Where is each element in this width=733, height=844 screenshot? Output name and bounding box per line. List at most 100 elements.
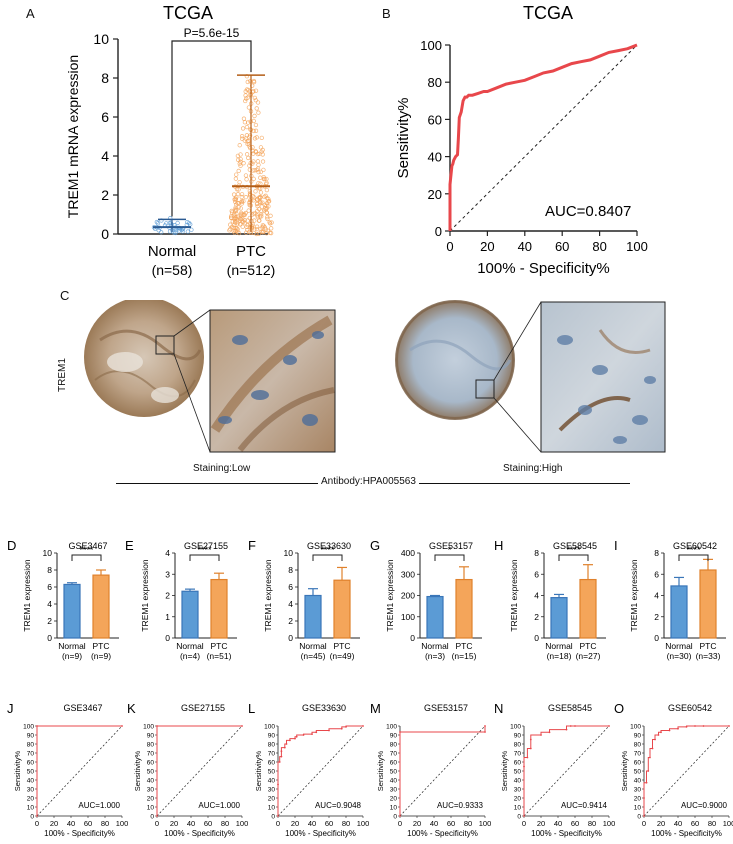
ptc-point <box>239 199 244 205</box>
roc-y-tick-label: 50 <box>390 769 398 776</box>
roc-point <box>574 725 576 727</box>
roc-auc: AUC=0.9000 <box>681 801 728 810</box>
ptc-bar <box>92 574 110 639</box>
panel-h-title: GSE58545 <box>553 541 597 551</box>
ptc-point <box>238 222 243 227</box>
ptc-point <box>245 227 250 233</box>
roc-y-tick-label: 80 <box>27 742 35 749</box>
bar-y-tick-label: 10 <box>284 548 294 558</box>
panel-a-category-label: PTC <box>236 243 266 260</box>
roc-y-tick-label: 70 <box>27 751 35 758</box>
roc-y-tick-label: 20 <box>147 796 155 803</box>
roc-x-tick-label: 0 <box>276 819 280 828</box>
panel-b-auc: AUC=0.8407 <box>545 203 631 220</box>
ptc-point <box>244 152 250 157</box>
ptc-bar <box>333 579 351 639</box>
roc-point <box>340 727 343 730</box>
roc-x-tick-label: 60 <box>447 819 455 828</box>
bar-n-label: (n=33) <box>696 651 721 661</box>
ptc-point <box>238 157 243 162</box>
ptc-point <box>244 177 249 182</box>
roc-y-tick-label: 60 <box>147 760 155 767</box>
roc-y-tick-label: 100 <box>23 724 34 731</box>
panel-m-title: GSE53157 <box>424 703 468 713</box>
roc-x-tick-label: 0 <box>522 819 526 828</box>
sig-stars: **** <box>320 545 335 555</box>
ptc-point <box>257 151 262 156</box>
roc-auc: AUC=1.000 <box>198 801 240 810</box>
roc-y-tick-label: 80 <box>514 742 522 749</box>
bar-category-label: Normal <box>421 641 449 651</box>
ptc-point <box>252 218 257 223</box>
panel-a-y-label: TREM1 mRNA expression <box>65 55 81 218</box>
ptc-point <box>258 190 264 195</box>
bar-n-label: (n=18) <box>547 651 572 661</box>
ptc-point <box>245 218 250 223</box>
ptc-point <box>262 194 267 199</box>
bar-n-label: (n=30) <box>667 651 692 661</box>
ptc-point <box>260 159 266 164</box>
bar-y-tick-label: 400 <box>401 548 415 558</box>
ptc-point <box>246 155 251 161</box>
bar-y-tick-label: 6 <box>534 569 539 579</box>
roc-curve <box>399 726 486 816</box>
ptc-point <box>240 126 246 131</box>
ptc-point <box>255 197 260 202</box>
ptc-point <box>232 197 237 202</box>
roc-x-tick-label: 100 <box>479 819 492 828</box>
panel-a-category-label: Normal <box>148 243 196 260</box>
panel-a-y-tick-label: 2 <box>101 187 109 203</box>
ptc-point <box>235 191 241 197</box>
roc-point <box>280 750 283 753</box>
ptc-point <box>235 157 241 163</box>
panel-a-n-label: (n=512) <box>227 262 276 278</box>
panel-a-n-label: (n=58) <box>152 262 193 278</box>
bar-y-tick-label: 100 <box>401 612 415 622</box>
roc-y-tick-label: 20 <box>514 796 522 803</box>
normal-bar <box>304 594 322 639</box>
roc-point <box>484 731 486 733</box>
roc-point <box>651 747 654 750</box>
roc-y-tick-label: 80 <box>268 742 276 749</box>
roc-x-tick-label: 0 <box>155 819 159 828</box>
panel-letter-h: H <box>494 538 503 553</box>
normal-bar <box>426 595 444 639</box>
roc-y-tick-label: 10 <box>268 805 276 812</box>
panel-b-y-tick-label: 80 <box>428 75 442 90</box>
roc-x-label: 100% - Specificity% <box>164 829 235 838</box>
roc-x-tick-label: 40 <box>430 819 438 828</box>
ptc-point <box>263 206 268 211</box>
ptc-point <box>254 226 260 232</box>
ptc-point <box>252 168 257 173</box>
ptc-point <box>259 135 264 140</box>
roc-y-label: Sensitivity% <box>13 750 22 791</box>
bar-n-label: (n=9) <box>91 651 111 661</box>
ptc-point <box>229 208 234 214</box>
ptc-point <box>249 226 255 231</box>
roc-y-tick-label: 70 <box>514 751 522 758</box>
roc-diagonal <box>156 725 243 817</box>
bar-y-tick-label: 0 <box>534 633 539 643</box>
bar-y-tick-label: 6 <box>654 569 659 579</box>
ptc-point <box>266 196 271 202</box>
sig-bracket <box>312 554 343 561</box>
ptc-point <box>251 78 257 84</box>
ptc-point <box>234 211 239 217</box>
roc-y-label: Sensitivity% <box>500 750 509 791</box>
panel-b-y-tick-label: 60 <box>428 112 442 127</box>
ptc-point <box>246 120 251 125</box>
ptc-point <box>233 199 238 204</box>
bar-y-tick-label: 2 <box>534 612 539 622</box>
bar-y-tick-label: 0 <box>410 633 415 643</box>
bar-y-tick-label: 2 <box>165 591 170 601</box>
roc-point <box>121 725 123 727</box>
bar-y-tick-label: 2 <box>47 616 52 626</box>
bar-y-tick-label: 2 <box>654 612 659 622</box>
roc-x-label: 100% - Specificity% <box>44 829 115 838</box>
ptc-bar <box>699 569 717 639</box>
normal-bar <box>550 597 568 639</box>
roc-point <box>523 815 525 817</box>
ptc-point <box>259 212 264 217</box>
panel-b-x-tick-label: 100 <box>626 239 648 254</box>
ptc-point <box>256 231 262 236</box>
